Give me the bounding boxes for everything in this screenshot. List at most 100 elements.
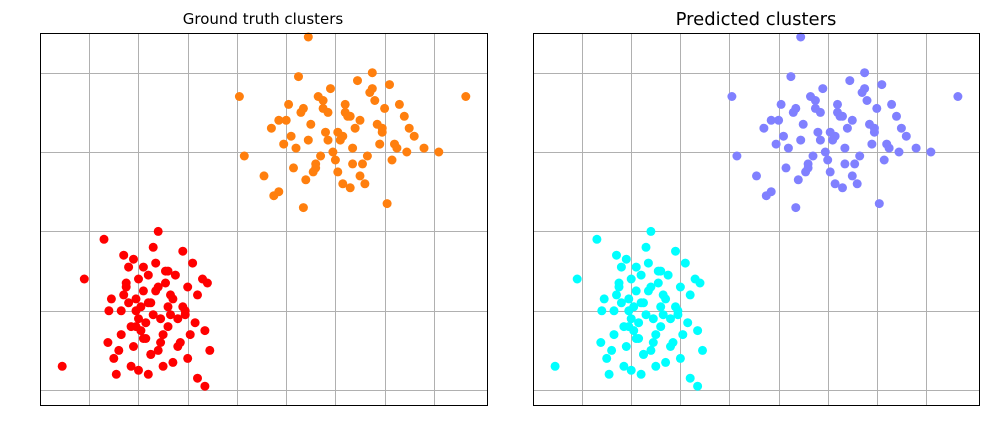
ground-truth-point-s0 bbox=[138, 262, 148, 272]
ground-truth-point-s0 bbox=[136, 302, 146, 312]
ground-truth-point-s0 bbox=[190, 318, 200, 328]
ground-truth-point-s0 bbox=[57, 361, 67, 371]
predicted-point-s1 bbox=[833, 99, 842, 109]
predicted-point-s0 bbox=[616, 262, 626, 272]
ground-truth-point-s1 bbox=[234, 92, 244, 101]
predicted-point-s0 bbox=[646, 226, 656, 236]
predicted-point-s0 bbox=[624, 294, 634, 304]
ground-truth-point-s1 bbox=[362, 151, 372, 161]
predicted-point-s1 bbox=[820, 147, 830, 157]
ground-truth-point-s1 bbox=[266, 123, 276, 133]
ground-truth-point-s0 bbox=[146, 349, 156, 359]
ground-truth-point-s0 bbox=[126, 361, 136, 371]
ground-truth-point-s0 bbox=[151, 258, 161, 268]
predicted-point-s0 bbox=[592, 234, 602, 244]
ground-truth-point-s0 bbox=[198, 274, 207, 284]
ground-truth-point-s1 bbox=[377, 123, 387, 133]
ground-truth-point-s0 bbox=[111, 369, 121, 379]
ground-truth-point-s0 bbox=[166, 310, 175, 320]
predicted-point-s1 bbox=[953, 92, 963, 101]
ground-truth-point-s1 bbox=[330, 155, 340, 165]
predicted-point-s0 bbox=[656, 302, 666, 312]
ground-truth-point-s0 bbox=[153, 226, 163, 236]
ground-truth-point-s1 bbox=[382, 199, 392, 209]
predicted-point-s1 bbox=[840, 159, 850, 169]
ground-truth-point-s1 bbox=[335, 135, 345, 145]
ground-truth-point-s1 bbox=[387, 155, 397, 165]
ground-truth-point-s0 bbox=[170, 270, 180, 280]
predicted-point-s1 bbox=[803, 163, 813, 173]
predicted-point-s1 bbox=[825, 127, 835, 137]
predicted-point-s0 bbox=[596, 338, 606, 347]
ground-truth-point-s0 bbox=[175, 338, 185, 347]
ground-truth-point-s0 bbox=[119, 290, 129, 300]
predicted-point-s1 bbox=[776, 99, 786, 109]
predicted-point-s1 bbox=[823, 155, 833, 165]
ground-truth-point-s1 bbox=[402, 147, 412, 157]
ground-truth-points bbox=[57, 32, 471, 391]
predicted-point-s1 bbox=[766, 115, 776, 125]
predicted-point-s1 bbox=[869, 123, 879, 133]
ground-truth-point-s1 bbox=[281, 115, 291, 125]
predicted-point-s0 bbox=[693, 381, 703, 391]
predicted-plot-frame bbox=[533, 33, 980, 406]
ground-truth-point-s0 bbox=[153, 282, 163, 292]
predicted-point-s1 bbox=[761, 191, 771, 201]
predicted-point-s1 bbox=[850, 159, 860, 169]
predicted-point-s0 bbox=[661, 294, 671, 304]
predicted-point-s0 bbox=[648, 338, 658, 347]
predicted-point-s0 bbox=[572, 274, 582, 284]
ground-truth-point-s0 bbox=[138, 286, 148, 296]
predicted-point-s1 bbox=[867, 139, 877, 149]
predicted-point-s0 bbox=[631, 262, 641, 272]
ground-truth-point-s1 bbox=[353, 76, 362, 86]
ground-truth-point-s0 bbox=[153, 345, 163, 355]
predicted-point-s1 bbox=[882, 139, 892, 149]
predicted-point-s1 bbox=[818, 84, 828, 94]
ground-truth-point-s0 bbox=[143, 369, 153, 379]
ground-truth-point-s1 bbox=[321, 127, 330, 137]
predicted-point-s0 bbox=[612, 250, 621, 260]
ground-truth-point-s1 bbox=[333, 127, 343, 137]
predicted-point-s1 bbox=[774, 115, 784, 125]
ground-truth-point-s0 bbox=[79, 274, 89, 284]
ground-truth-point-s1 bbox=[434, 147, 444, 157]
ground-truth-point-s1 bbox=[461, 92, 471, 101]
predicted-point-s0 bbox=[680, 258, 690, 268]
ground-truth-point-s1 bbox=[311, 163, 321, 173]
ground-truth-point-s0 bbox=[129, 342, 138, 351]
ground-truth-point-s1 bbox=[316, 151, 326, 161]
ground-truth-point-s1 bbox=[298, 103, 308, 113]
predicted-point-s0 bbox=[641, 310, 651, 320]
predicted-point-s0 bbox=[675, 353, 685, 363]
predicted-point-s0 bbox=[609, 330, 619, 340]
predicted-point-s1 bbox=[879, 155, 889, 165]
ground-truth-point-s0 bbox=[193, 373, 202, 383]
ground-truth-point-s1 bbox=[360, 179, 370, 189]
predicted-point-s0 bbox=[607, 345, 617, 355]
ground-truth-point-s0 bbox=[116, 330, 126, 340]
predicted-point-s0 bbox=[651, 361, 661, 371]
ground-truth-point-s0 bbox=[131, 322, 141, 332]
ground-truth-point-s1 bbox=[289, 163, 298, 173]
ground-truth-point-s0 bbox=[173, 314, 183, 324]
ground-truth-point-s0 bbox=[200, 381, 210, 391]
ground-truth-point-s1 bbox=[318, 96, 328, 105]
predicted-point-s1 bbox=[926, 147, 936, 157]
predicted-point-s0 bbox=[673, 306, 683, 316]
ground-truth-point-s0 bbox=[114, 345, 124, 355]
ground-truth-point-s0 bbox=[129, 254, 138, 264]
predicted-point-s0 bbox=[619, 361, 629, 371]
ground-truth-point-s0 bbox=[158, 330, 168, 340]
predicted-point-s0 bbox=[693, 326, 703, 336]
predicted-point-s1 bbox=[786, 72, 796, 82]
predicted-point-s1 bbox=[887, 99, 897, 109]
ground-truth-point-s1 bbox=[419, 143, 429, 153]
ground-truth-point-s0 bbox=[103, 338, 113, 347]
ground-truth-point-s0 bbox=[178, 246, 188, 256]
predicted-point-s1 bbox=[815, 107, 825, 117]
ground-truth-point-s1 bbox=[355, 171, 365, 181]
ground-truth-point-s1 bbox=[279, 139, 289, 149]
predicted-point-s1 bbox=[752, 171, 761, 181]
ground-truth-point-s1 bbox=[358, 159, 367, 169]
